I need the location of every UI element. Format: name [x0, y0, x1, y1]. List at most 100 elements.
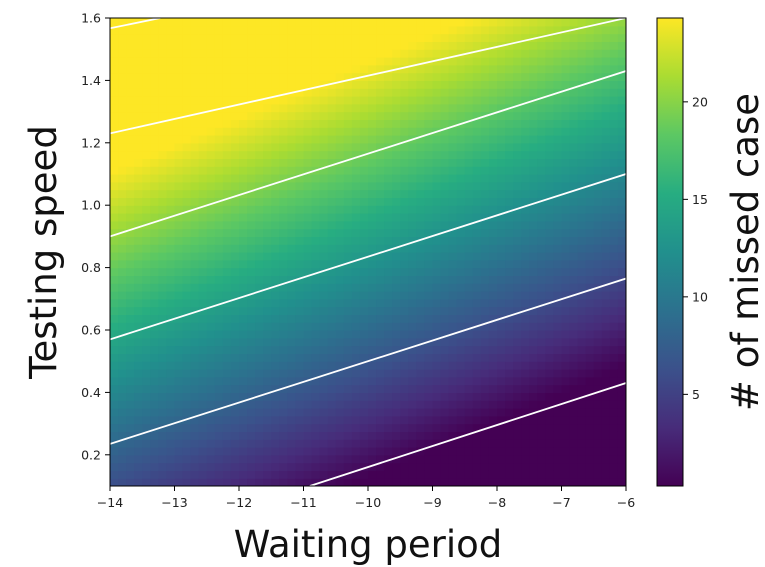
- heatmap-cell: [230, 314, 240, 323]
- heatmap-cell: [505, 345, 514, 354]
- heatmap-cell: [311, 369, 321, 378]
- heatmap-cell: [303, 127, 313, 136]
- heatmap-cell: [319, 142, 329, 152]
- heatmap-cell: [617, 25, 626, 35]
- heatmap-cell: [214, 119, 224, 128]
- heatmap-cell: [166, 361, 176, 370]
- contour-line: [110, 18, 626, 135]
- heatmap-cell: [617, 462, 626, 471]
- heatmap-cell: [497, 189, 506, 198]
- heatmap-cell: [368, 57, 377, 66]
- heatmap-cell: [303, 322, 313, 331]
- heatmap-cell: [577, 306, 587, 315]
- heatmap-cell: [593, 220, 603, 230]
- heatmap-cell: [561, 298, 571, 308]
- heatmap-cell: [521, 392, 530, 401]
- heatmap-cell: [464, 127, 474, 136]
- heatmap-cell: [569, 205, 579, 214]
- heatmap-cell: [158, 18, 168, 27]
- heatmap-cell: [456, 470, 466, 479]
- heatmap-cell: [545, 158, 555, 167]
- heatmap-cell: [464, 384, 474, 393]
- heatmap-cell: [472, 189, 482, 198]
- heatmap-cell: [230, 470, 240, 479]
- heatmap-cell: [311, 228, 321, 237]
- heatmap-cell: [561, 376, 571, 386]
- heatmap-cell: [529, 252, 538, 261]
- colorbar-tick-label: 15: [692, 192, 708, 207]
- heatmap-cell: [537, 142, 546, 152]
- heatmap-cell: [376, 330, 385, 339]
- heatmap-cell: [585, 150, 595, 159]
- heatmap-cell: [206, 72, 216, 81]
- heatmap-cell: [577, 447, 587, 456]
- heatmap-cell: [480, 376, 490, 386]
- heatmap-cell: [263, 189, 272, 198]
- heatmap-cell: [230, 353, 240, 362]
- heatmap-cell: [440, 220, 450, 230]
- heatmap-cell: [456, 415, 466, 425]
- heatmap-cell: [529, 189, 538, 198]
- heatmap-cell: [585, 228, 595, 237]
- heatmap-cell: [408, 392, 417, 401]
- heatmap-cell: [553, 64, 563, 74]
- heatmap-cell: [609, 213, 619, 222]
- heatmap-cell: [287, 361, 297, 370]
- heatmap-cell: [480, 88, 490, 97]
- heatmap-cell: [343, 197, 353, 206]
- heatmap-cell: [561, 174, 571, 183]
- heatmap-cell: [577, 384, 587, 393]
- heatmap-cell: [239, 64, 248, 74]
- heatmap-cell: [368, 376, 377, 386]
- heatmap-cell: [206, 80, 216, 89]
- heatmap-cell: [545, 462, 555, 471]
- heatmap-cell: [537, 205, 546, 214]
- heatmap-cell: [222, 135, 232, 144]
- heatmap-cell: [440, 252, 450, 261]
- heatmap-cell: [126, 142, 135, 152]
- heatmap-cell: [287, 447, 297, 456]
- heatmap-cell: [206, 376, 216, 386]
- heatmap-cell: [368, 135, 377, 144]
- heatmap-cell: [392, 447, 401, 456]
- heatmap-cell: [174, 330, 184, 339]
- heatmap-cell: [368, 298, 377, 308]
- heatmap-cell: [327, 150, 337, 159]
- heatmap-cell: [545, 103, 555, 113]
- heatmap-cell: [190, 439, 200, 448]
- heatmap-cell: [118, 142, 127, 152]
- heatmap-cell: [537, 337, 546, 347]
- heatmap-cell: [392, 158, 401, 167]
- heatmap-cell: [480, 244, 490, 253]
- heatmap-cell: [134, 415, 143, 425]
- heatmap-cell: [198, 291, 208, 300]
- heatmap-cell: [561, 119, 571, 128]
- heatmap-cell: [480, 291, 490, 300]
- heatmap-cell: [214, 384, 224, 393]
- heatmap-cell: [424, 447, 434, 456]
- heatmap-cell: [295, 150, 305, 159]
- heatmap-cell: [384, 392, 393, 401]
- heatmap-cell: [593, 25, 603, 35]
- heatmap-cell: [271, 322, 280, 331]
- heatmap-cell: [134, 361, 143, 370]
- heatmap-cell: [222, 88, 232, 97]
- heatmap-cell: [368, 236, 377, 245]
- heatmap-cell: [134, 322, 143, 331]
- heatmap-cell: [424, 423, 434, 432]
- heatmap-cell: [279, 447, 288, 456]
- heatmap-cell: [335, 103, 345, 113]
- heatmap-cell: [609, 135, 619, 144]
- heatmap-cell: [368, 337, 377, 347]
- heatmap-cell: [577, 345, 587, 354]
- heatmap-cell: [617, 119, 626, 128]
- heatmap-cell: [142, 322, 151, 331]
- heatmap-cell: [392, 135, 401, 144]
- heatmap-cell: [416, 88, 426, 97]
- heatmap-cell: [408, 150, 417, 159]
- heatmap-cell: [255, 447, 264, 456]
- heatmap-cell: [126, 205, 135, 214]
- heatmap-cell: [569, 369, 579, 378]
- heatmap-cell: [569, 150, 579, 159]
- heatmap-cell: [585, 423, 595, 432]
